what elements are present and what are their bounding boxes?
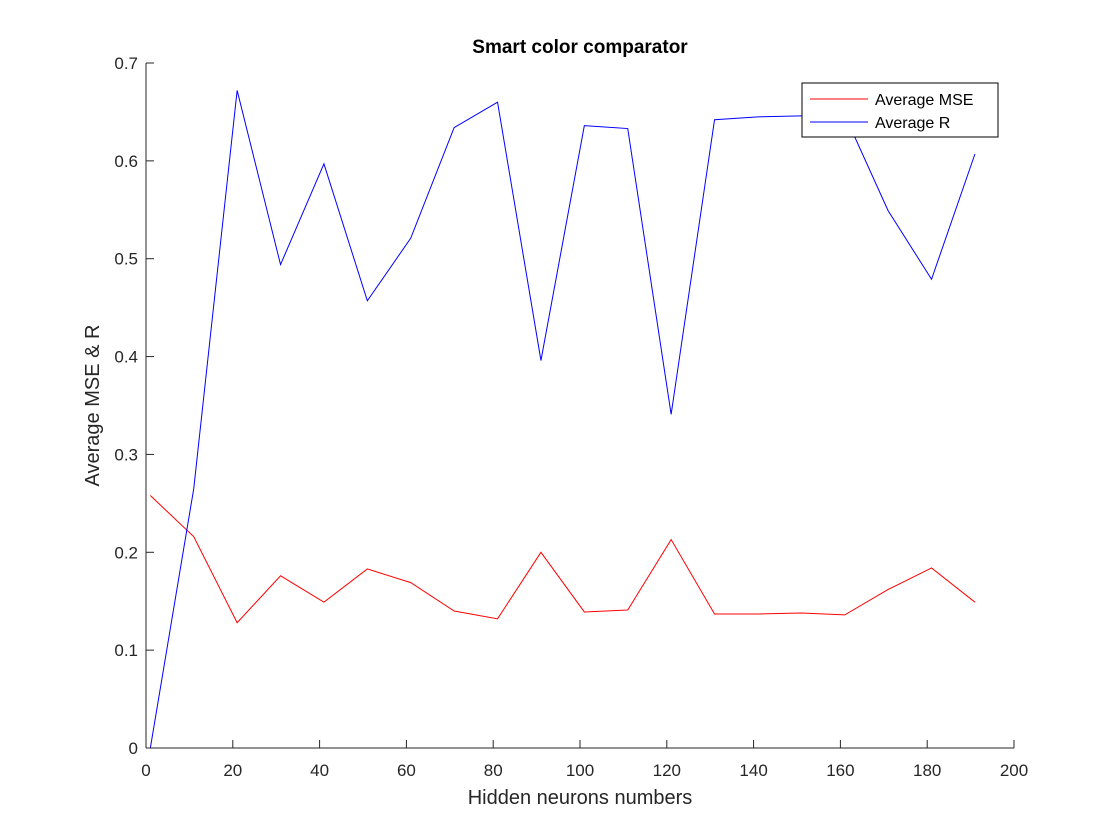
x-tick-label: 180 [913, 761, 941, 780]
x-tick-label: 80 [484, 761, 503, 780]
axes-background [146, 63, 1014, 748]
x-tick-label: 200 [1000, 761, 1028, 780]
y-tick-label: 0.2 [114, 543, 138, 562]
x-tick-label: 140 [739, 761, 767, 780]
legend: Average MSE Average R [801, 82, 999, 138]
x-tick-label: 0 [141, 761, 150, 780]
x-tick-label: 40 [310, 761, 329, 780]
y-tick-label: 0.7 [114, 54, 138, 73]
tick-layer: 0 20 40 60 80 100 120 140 160 180 200 0 0.1 0.2 0.3 0.4… [114, 54, 1028, 780]
plot-area [146, 63, 1014, 748]
legend-label-average-mse: Average MSE [875, 92, 973, 109]
x-tick-label: 20 [223, 761, 242, 780]
y-axis-label: Average MSE & R [82, 325, 104, 487]
y-tick-label: 0 [129, 739, 138, 758]
x-tick-label: 100 [566, 761, 594, 780]
x-axis-label: Hidden neurons numbers [468, 787, 693, 809]
y-tick-label: 0.1 [114, 641, 138, 660]
x-tick-label: 120 [653, 761, 681, 780]
legend-label-average-r: Average R [875, 115, 950, 132]
legend-box [801, 82, 999, 138]
x-tick-label: 60 [397, 761, 416, 780]
chart-title: Smart color comparator [472, 37, 688, 58]
y-tick-label: 0.4 [114, 348, 138, 367]
series-line-average-mse [149, 495, 976, 624]
y-tick-label: 0.3 [114, 445, 138, 464]
y-tick-label: 0.5 [114, 250, 138, 269]
x-tick-label: 160 [826, 761, 854, 780]
y-tick-label: 0.6 [114, 152, 138, 171]
